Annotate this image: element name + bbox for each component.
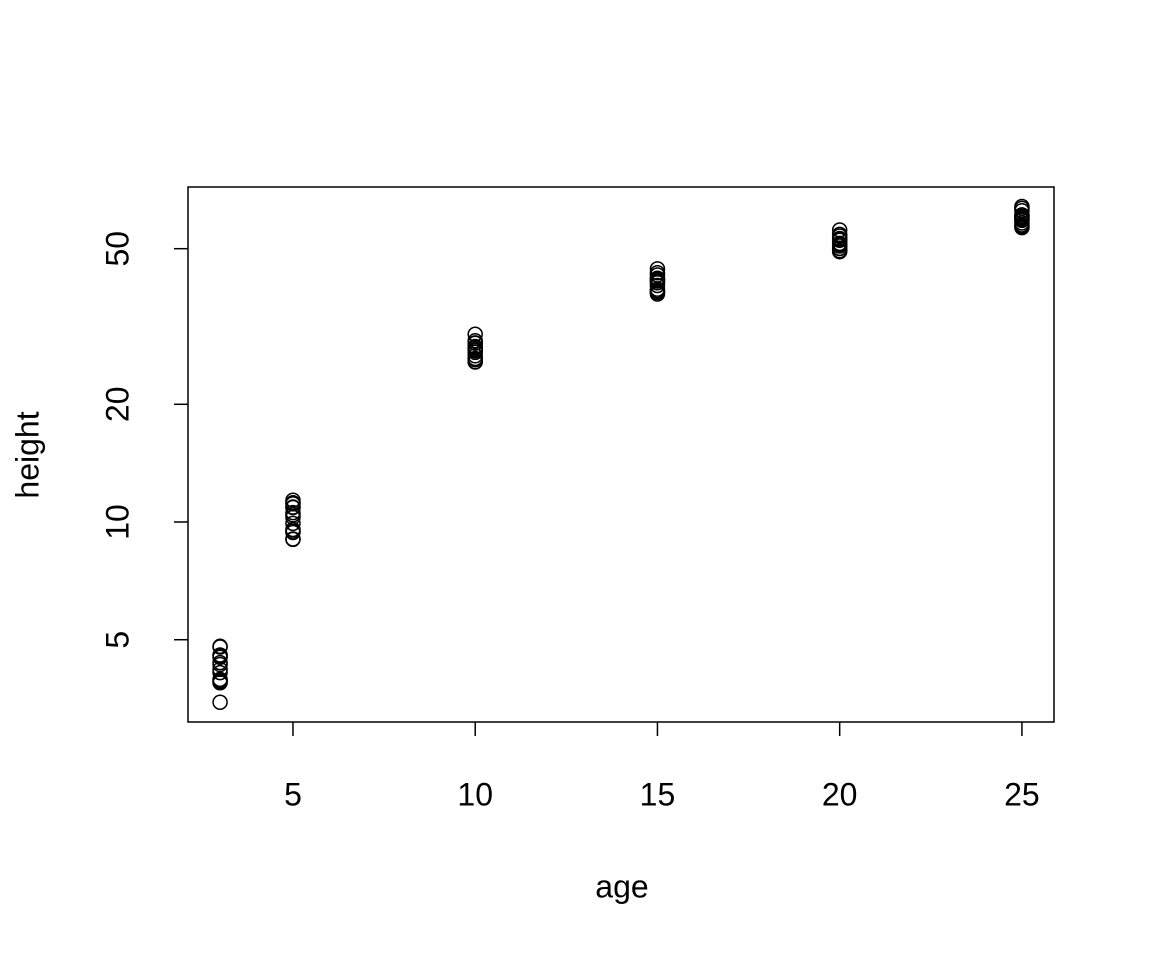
point: [212, 638, 228, 655]
y-tick-label: 20: [99, 386, 135, 422]
point: [649, 275, 666, 291]
x-tick-label: 15: [640, 776, 676, 812]
x-tick-label: 20: [822, 776, 858, 812]
point: [1014, 203, 1030, 219]
point: [831, 235, 848, 252]
point: [285, 515, 301, 532]
point: [467, 353, 483, 370]
point: [285, 521, 301, 538]
point: [212, 671, 228, 688]
x-tick-label: 5: [284, 776, 302, 812]
point: [831, 226, 848, 243]
point: [212, 694, 228, 710]
y-tick-label: 10: [99, 504, 135, 540]
point: [285, 504, 301, 521]
point: [649, 264, 666, 281]
point: [285, 496, 301, 512]
y-tick-label: 50: [99, 231, 135, 267]
point: [831, 230, 848, 247]
point: [649, 281, 666, 297]
y-axis-label: height: [9, 411, 45, 498]
x-tick-label: 10: [457, 776, 493, 812]
point: [212, 654, 228, 671]
point: [649, 270, 666, 287]
point: [1014, 208, 1030, 225]
point: [212, 661, 228, 678]
point: [467, 344, 483, 361]
plot-box: [187, 186, 1055, 723]
x-axis-label: age: [595, 868, 648, 904]
point: [467, 335, 483, 351]
y-tick-label: 5: [99, 631, 135, 649]
x-tick-label: 25: [1004, 776, 1040, 812]
point: [467, 348, 483, 364]
point: [467, 338, 483, 355]
point: [285, 531, 301, 547]
